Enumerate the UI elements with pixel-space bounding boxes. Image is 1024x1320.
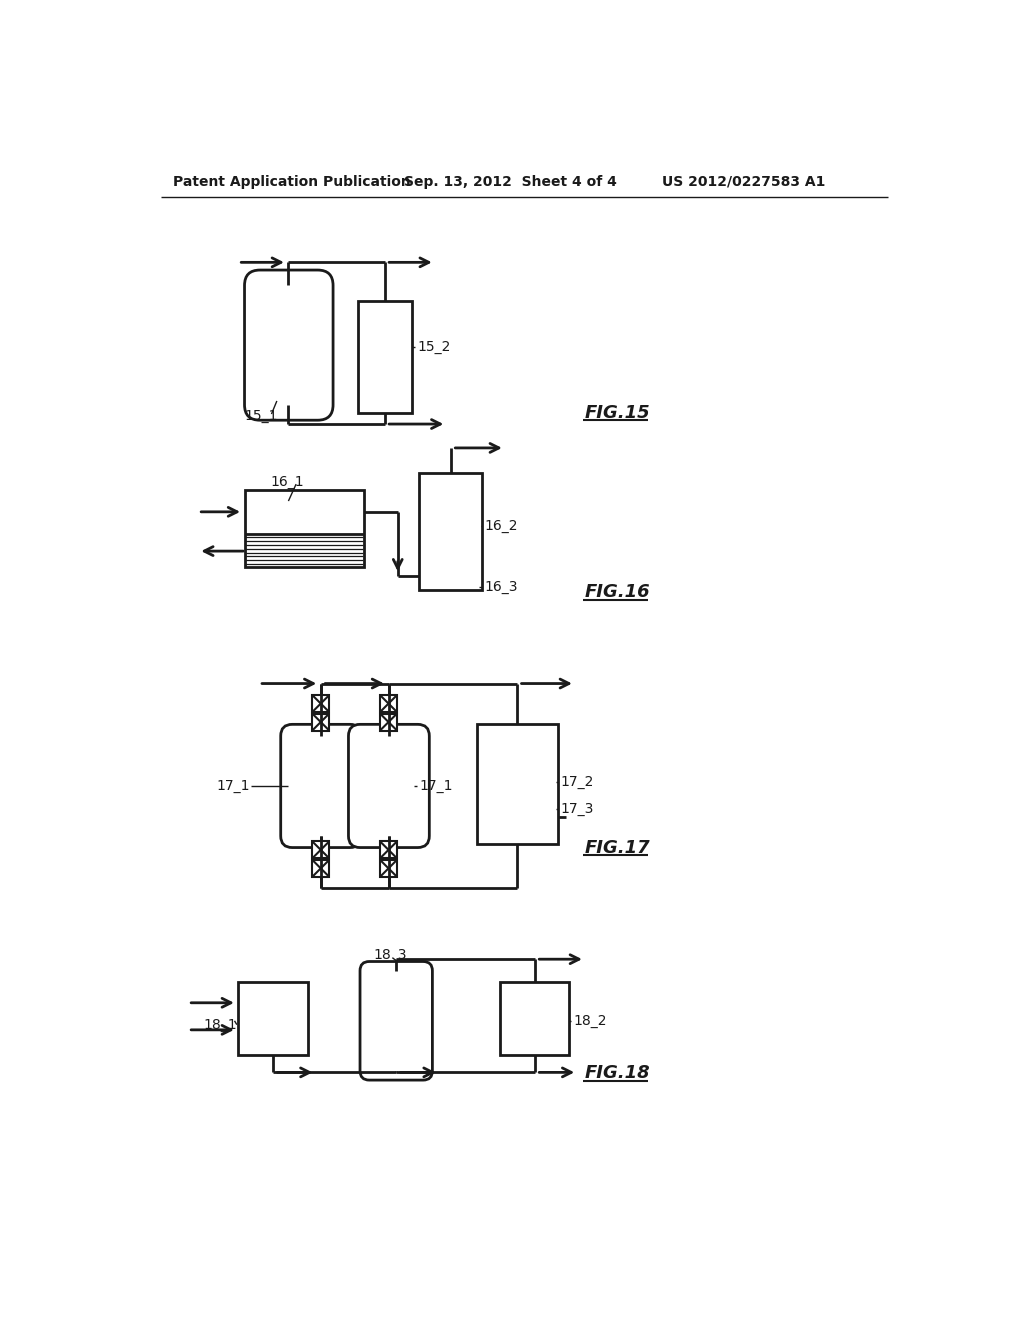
Bar [380,696,397,711]
Bar [380,859,397,876]
Text: 16_1: 16_1 [270,475,304,488]
Text: 17_3: 17_3 [560,803,594,816]
Text: 15_1: 15_1 [245,409,279,424]
Text: 16_3: 16_3 [484,581,518,594]
Text: 16_2: 16_2 [484,520,518,533]
Bar [239,982,307,1056]
FancyBboxPatch shape [245,271,333,420]
Text: US 2012/0227583 A1: US 2012/0227583 A1 [662,174,825,189]
Text: FIG.16: FIG.16 [585,583,650,601]
Bar [312,696,330,711]
Bar [312,714,330,730]
Text: 18_3: 18_3 [373,948,407,962]
FancyBboxPatch shape [281,725,361,847]
Text: 18_2: 18_2 [573,1014,607,1028]
Text: 17_2: 17_2 [560,775,594,789]
Text: Patent Application Publication: Patent Application Publication [173,174,411,189]
Bar [477,725,558,843]
Bar [380,841,397,858]
Text: Sep. 13, 2012  Sheet 4 of 4: Sep. 13, 2012 Sheet 4 of 4 [403,174,616,189]
Bar [500,982,569,1056]
Text: FIG.15: FIG.15 [585,404,650,421]
FancyBboxPatch shape [348,725,429,847]
Text: 15_2: 15_2 [417,341,451,354]
Bar [380,714,397,730]
Bar [312,841,330,858]
Text: 17_1: 17_1 [419,779,453,793]
Text: 18_1: 18_1 [204,1018,238,1032]
Bar [245,490,364,566]
Bar [357,301,412,412]
Bar [312,859,330,876]
Text: FIG.17: FIG.17 [585,838,650,857]
FancyBboxPatch shape [360,961,432,1080]
Text: FIG.18: FIG.18 [585,1064,650,1082]
Text: 17_1: 17_1 [216,779,250,793]
Bar [419,473,482,590]
